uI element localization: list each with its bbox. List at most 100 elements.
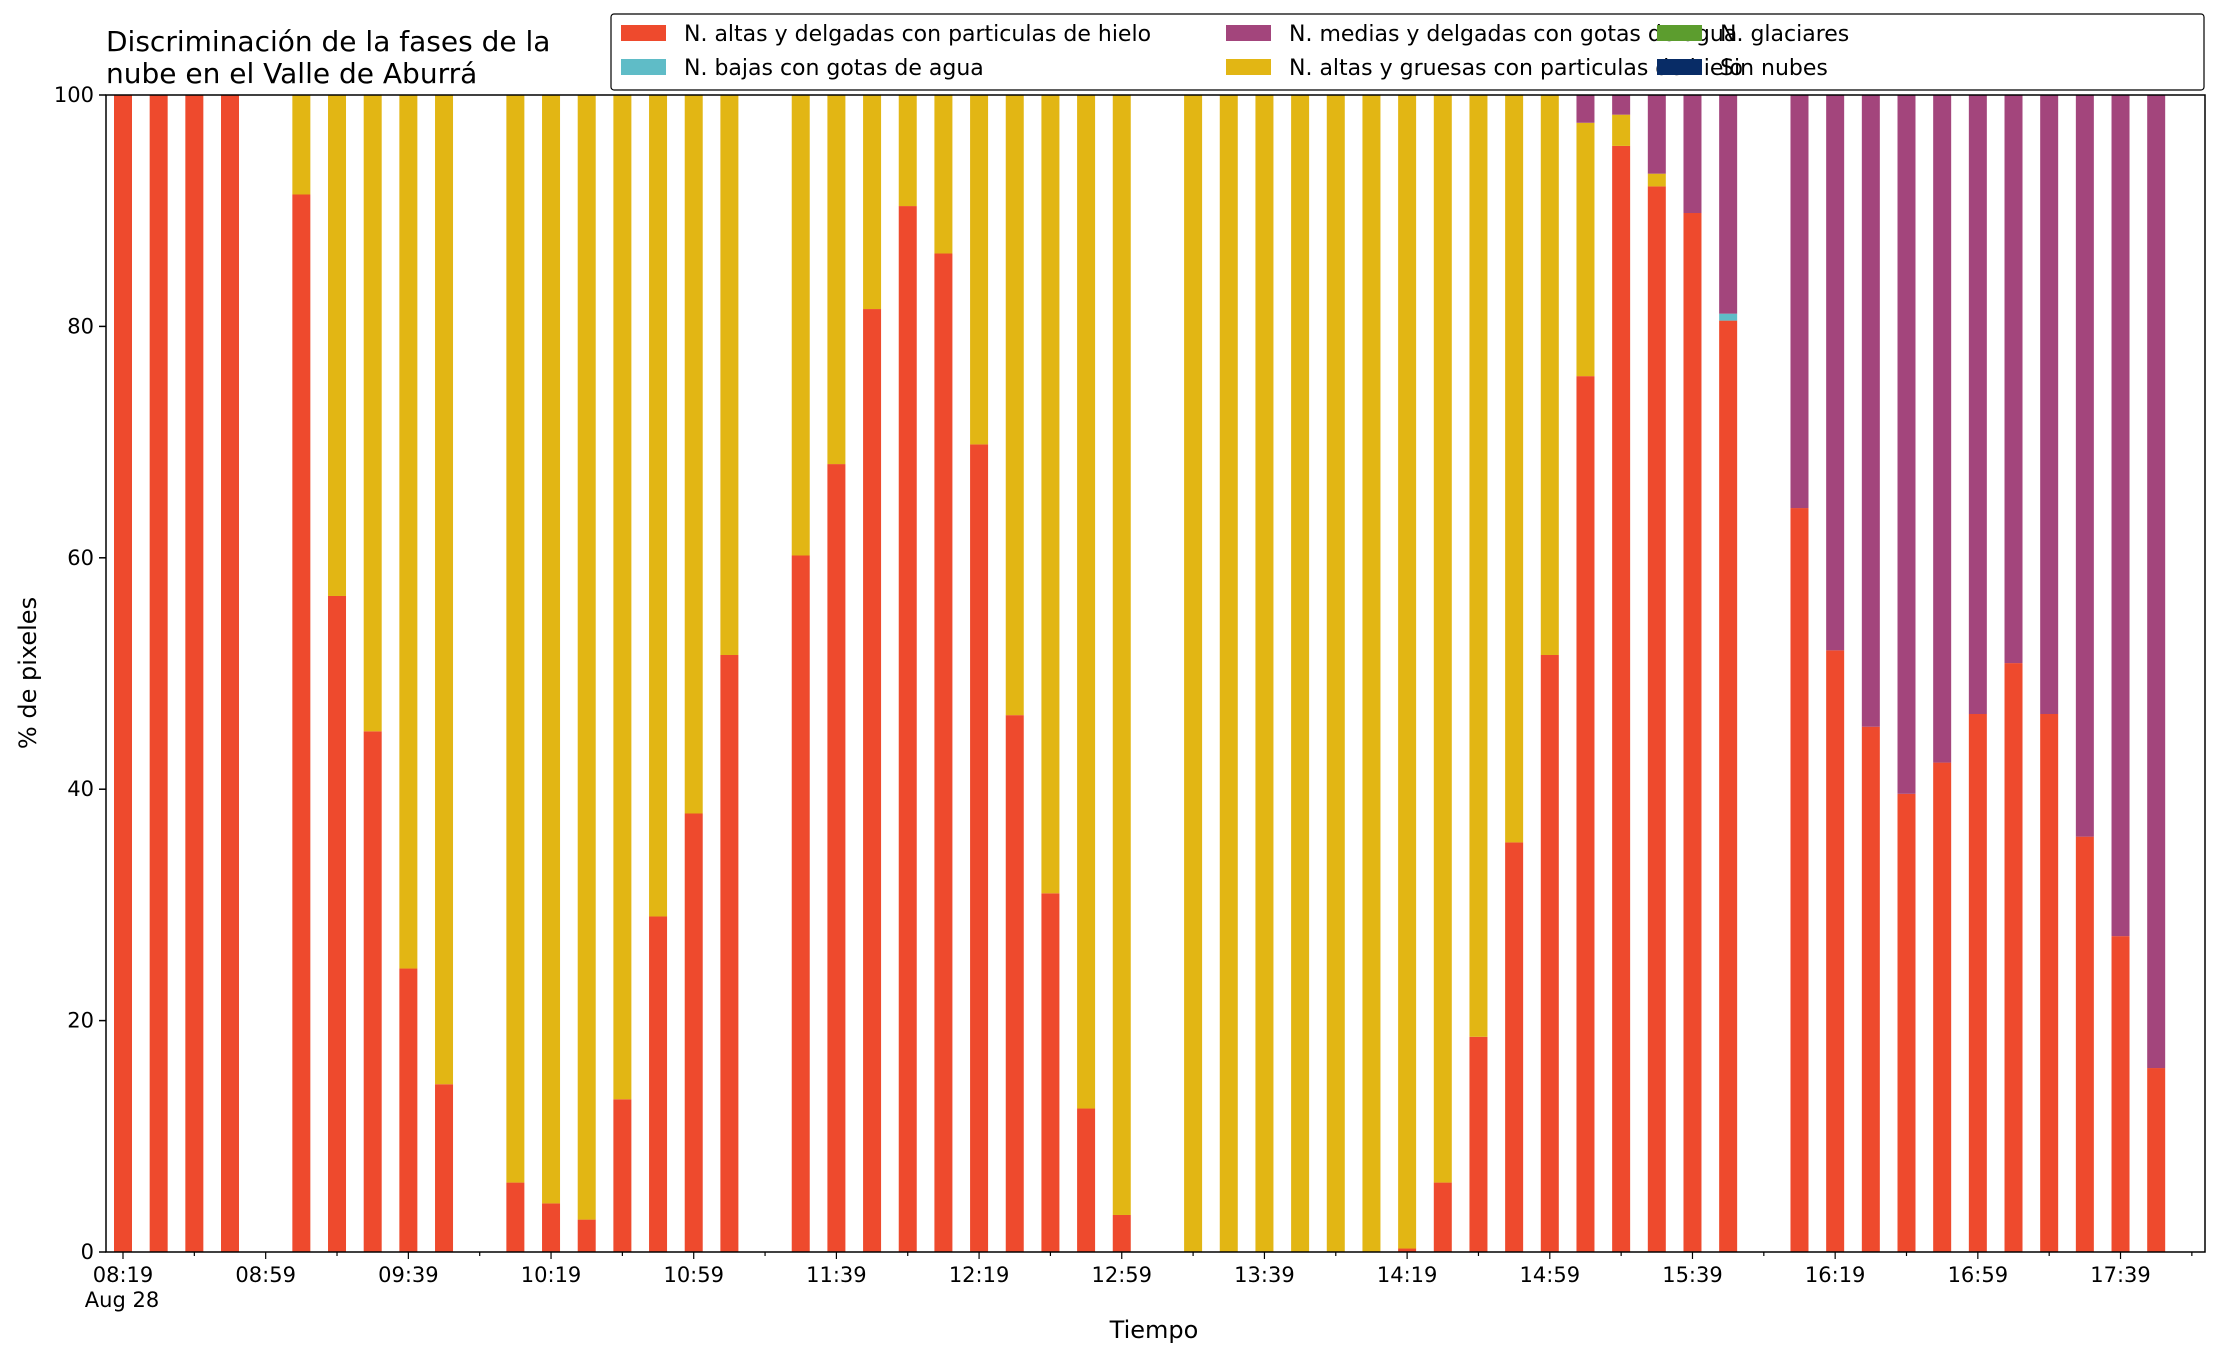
bar-segment-1249-s0 bbox=[1077, 1108, 1096, 1252]
legend-label-1: N. bajas con gotas de agua bbox=[684, 56, 984, 81]
y-tick-label-0: 0 bbox=[81, 1240, 94, 1264]
bar-segment-0829-s0 bbox=[149, 95, 168, 1252]
x-axis-label: Tiempo bbox=[1109, 1316, 1199, 1344]
bar-segment-0819-s0 bbox=[114, 95, 132, 1252]
bar-segment-0939-s1 bbox=[399, 95, 418, 969]
bar-segment-0919-s0 bbox=[328, 595, 347, 1252]
bar-segment-1549-s3 bbox=[1719, 95, 1738, 314]
y-axis-label: % de pixeles bbox=[14, 597, 42, 749]
bar-segment-1329-s1 bbox=[1219, 95, 1238, 1252]
bar-segment-1629-s3 bbox=[1861, 95, 1880, 727]
bar-segment-1049-s0 bbox=[649, 916, 668, 1252]
bar-segment-1649-s0 bbox=[1933, 762, 1952, 1252]
x-tick-label-1059: 10:59 bbox=[663, 1263, 724, 1287]
bar-segment-0929-s1 bbox=[363, 95, 382, 732]
bar-segment-1319-s1 bbox=[1184, 95, 1203, 1252]
bar-segment-1409-s1 bbox=[1362, 95, 1381, 1252]
bar-segment-1719-s0 bbox=[2040, 714, 2059, 1252]
bar-segment-1009-s1 bbox=[506, 95, 525, 1183]
legend-swatch-4 bbox=[1657, 25, 1702, 41]
bar-segment-1749-s3 bbox=[2147, 95, 2166, 1069]
bar-segment-1029-s0 bbox=[577, 1219, 596, 1252]
bar-segment-1209-s0 bbox=[934, 253, 953, 1252]
bar-segment-1529-s3 bbox=[1647, 95, 1666, 174]
bar-segment-1249-s1 bbox=[1077, 95, 1096, 1109]
bar-segment-1549-s0 bbox=[1719, 320, 1738, 1252]
bar-segment-1339-s1 bbox=[1255, 95, 1274, 1252]
bar-segment-1729-s0 bbox=[2075, 836, 2094, 1252]
x-tick-label-1339: 13:39 bbox=[1234, 1263, 1295, 1287]
bar-segment-1139-s0 bbox=[827, 464, 846, 1253]
bar-segment-1209-s1 bbox=[934, 95, 953, 254]
bar-segment-1059-s0 bbox=[684, 813, 703, 1252]
bar-segment-1549-s2 bbox=[1719, 313, 1738, 321]
x-tick-label-1619: 16:19 bbox=[1805, 1263, 1866, 1287]
bar-segment-0839-s0 bbox=[185, 95, 204, 1252]
bar-segment-1539-s3 bbox=[1683, 95, 1702, 214]
x-tick-label-1219: 12:19 bbox=[949, 1263, 1010, 1287]
bar-segment-0919-s1 bbox=[328, 95, 347, 596]
y-tick-label-20: 20 bbox=[67, 1009, 94, 1033]
x-tick-label-1419: 14:19 bbox=[1377, 1263, 1438, 1287]
bar-segment-1449-s1 bbox=[1505, 95, 1524, 843]
legend-swatch-2 bbox=[1226, 25, 1271, 41]
bar-segment-1219-s0 bbox=[970, 444, 989, 1252]
x-tick-label-1139: 11:39 bbox=[806, 1263, 867, 1287]
bar-segment-1229-s0 bbox=[1005, 715, 1024, 1252]
x-tick-label-1019: 10:19 bbox=[521, 1263, 582, 1287]
x-tick-label-1259: 12:59 bbox=[1091, 1263, 1152, 1287]
bar-segment-0939-s0 bbox=[399, 968, 418, 1252]
legend-swatch-5 bbox=[1657, 59, 1702, 75]
bar-segment-0949-s1 bbox=[435, 95, 454, 1085]
bar-segment-1439-s1 bbox=[1469, 95, 1488, 1037]
bar-segment-0909-s0 bbox=[292, 194, 311, 1252]
bar-segment-1639-s0 bbox=[1897, 793, 1916, 1252]
bar-segment-1059-s1 bbox=[684, 95, 703, 814]
bar-segment-1129-s1 bbox=[791, 95, 810, 556]
bar-segment-1259-s1 bbox=[1112, 95, 1131, 1215]
bar-segment-1529-s1 bbox=[1647, 173, 1666, 187]
bar-segment-1509-s1 bbox=[1576, 122, 1595, 377]
bar-segment-1659-s3 bbox=[1968, 95, 1987, 714]
bar-segment-1039-s0 bbox=[613, 1099, 632, 1252]
bar-segment-0949-s0 bbox=[435, 1084, 454, 1252]
bar-segment-1149-s1 bbox=[863, 95, 882, 310]
bar-segment-1229-s1 bbox=[1005, 95, 1024, 716]
bar-segment-1459-s1 bbox=[1540, 95, 1559, 655]
bar-segment-1509-s0 bbox=[1576, 376, 1595, 1252]
y-tick-label-80: 80 bbox=[67, 314, 94, 338]
x-tick-label-1459: 14:59 bbox=[1520, 1263, 1581, 1287]
bar-segment-1239-s1 bbox=[1041, 95, 1060, 894]
legend-label-4: N. glaciares bbox=[1720, 22, 1849, 47]
bar-segment-1159-s1 bbox=[898, 95, 917, 207]
bar-segment-1019-s1 bbox=[542, 95, 561, 1204]
bar-segment-1519-s1 bbox=[1612, 114, 1631, 146]
bar-segment-1619-s3 bbox=[1826, 95, 1845, 651]
x-date-label: Aug 28 bbox=[85, 1288, 159, 1312]
bar-segment-1529-s0 bbox=[1647, 186, 1666, 1252]
bar-segment-1449-s0 bbox=[1505, 842, 1524, 1252]
bar-segment-1439-s0 bbox=[1469, 1036, 1488, 1252]
bar-segment-0849-s0 bbox=[221, 95, 240, 1252]
bar-segment-1729-s3 bbox=[2075, 95, 2094, 837]
x-tick-label-1539: 15:39 bbox=[1662, 1263, 1723, 1287]
x-tick-label-0859: 08:59 bbox=[235, 1263, 296, 1287]
bar-segment-1539-s0 bbox=[1683, 213, 1702, 1252]
bar-segment-1159-s0 bbox=[898, 206, 917, 1252]
bar-segment-1109-s0 bbox=[720, 654, 739, 1252]
legend-label-0: N. altas y delgadas con particulas de hi… bbox=[684, 22, 1151, 47]
bar-segment-1719-s3 bbox=[2040, 95, 2059, 714]
bar-segment-1659-s0 bbox=[1968, 714, 1987, 1252]
legend-label-5: Sin nubes bbox=[1720, 56, 1828, 81]
bar-segment-1039-s1 bbox=[613, 95, 632, 1100]
legend-box bbox=[610, 13, 2205, 91]
bar-segment-1519-s3 bbox=[1612, 95, 1631, 115]
chart-title-line-1: Discriminación de la fases de la bbox=[106, 25, 550, 58]
bar-segment-1639-s3 bbox=[1897, 95, 1916, 794]
x-axis: Aug 28 08:19 08:59 09:39 10:19 10:59 11:39 12:… bbox=[85, 1252, 2193, 1312]
bar-segment-1609-s3 bbox=[1790, 95, 1809, 509]
bar-segment-1709-s3 bbox=[2004, 95, 2023, 664]
bar-segment-1619-s0 bbox=[1826, 650, 1845, 1252]
bar-segment-1429-s0 bbox=[1433, 1182, 1452, 1252]
